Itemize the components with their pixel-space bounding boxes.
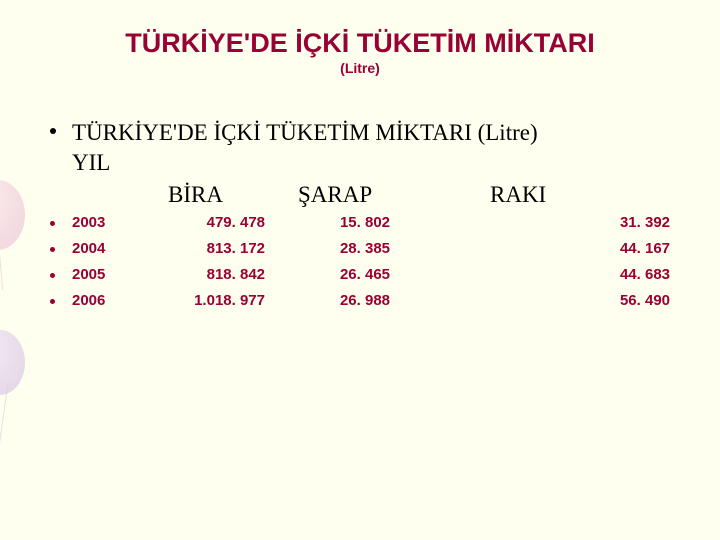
cell-year: 2003 [72, 214, 105, 231]
cell-sarap: 26. 988 [310, 292, 390, 309]
yil-label: YIL [72, 150, 110, 176]
column-header-bira: BİRA [168, 182, 223, 208]
bullet-dot-icon [50, 247, 55, 252]
cell-raki: 56. 490 [590, 292, 670, 309]
page-title: TÜRKİYE'DE İÇKİ TÜKETİM MİKTARI [0, 28, 720, 59]
bullet-dot-icon [50, 299, 55, 304]
cell-sarap: 15. 802 [310, 214, 390, 231]
cell-year: 2005 [72, 266, 105, 283]
cell-sarap: 26. 465 [310, 266, 390, 283]
bullet-dot-icon [50, 128, 56, 134]
page-subtitle: (Litre) [0, 60, 720, 76]
bullet-dot-icon [50, 273, 55, 278]
cell-raki: 31. 392 [590, 214, 670, 231]
cell-raki: 44. 167 [590, 240, 670, 257]
column-header-raki: RAKI [490, 182, 546, 208]
cell-year: 2006 [72, 292, 105, 309]
table-row: 2005 818. 842 26. 465 44. 683 [50, 266, 690, 292]
table-row: 2006 1.018. 977 26. 988 56. 490 [50, 292, 690, 318]
cell-year: 2004 [72, 240, 105, 257]
table-row: 2004 813. 172 28. 385 44. 167 [50, 240, 690, 266]
bullet-dot-icon [50, 221, 55, 226]
balloon-decoration-1 [0, 180, 25, 250]
balloon-decoration-2 [0, 330, 25, 395]
cell-bira: 818. 842 [150, 266, 265, 283]
cell-bira: 479. 478 [150, 214, 265, 231]
subheading-bullet: TÜRKİYE'DE İÇKİ TÜKETİM MİKTARI (Litre) [50, 120, 538, 146]
cell-bira: 1.018. 977 [150, 292, 265, 309]
cell-raki: 44. 683 [590, 266, 670, 283]
cell-sarap: 28. 385 [310, 240, 390, 257]
subheading-text: TÜRKİYE'DE İÇKİ TÜKETİM MİKTARI (Litre) [72, 120, 538, 146]
data-table: 2003 479. 478 15. 802 31. 392 2004 813. … [50, 214, 690, 318]
table-row: 2003 479. 478 15. 802 31. 392 [50, 214, 690, 240]
cell-bira: 813. 172 [150, 240, 265, 257]
column-header-sarap: ŞARAP [298, 182, 372, 208]
